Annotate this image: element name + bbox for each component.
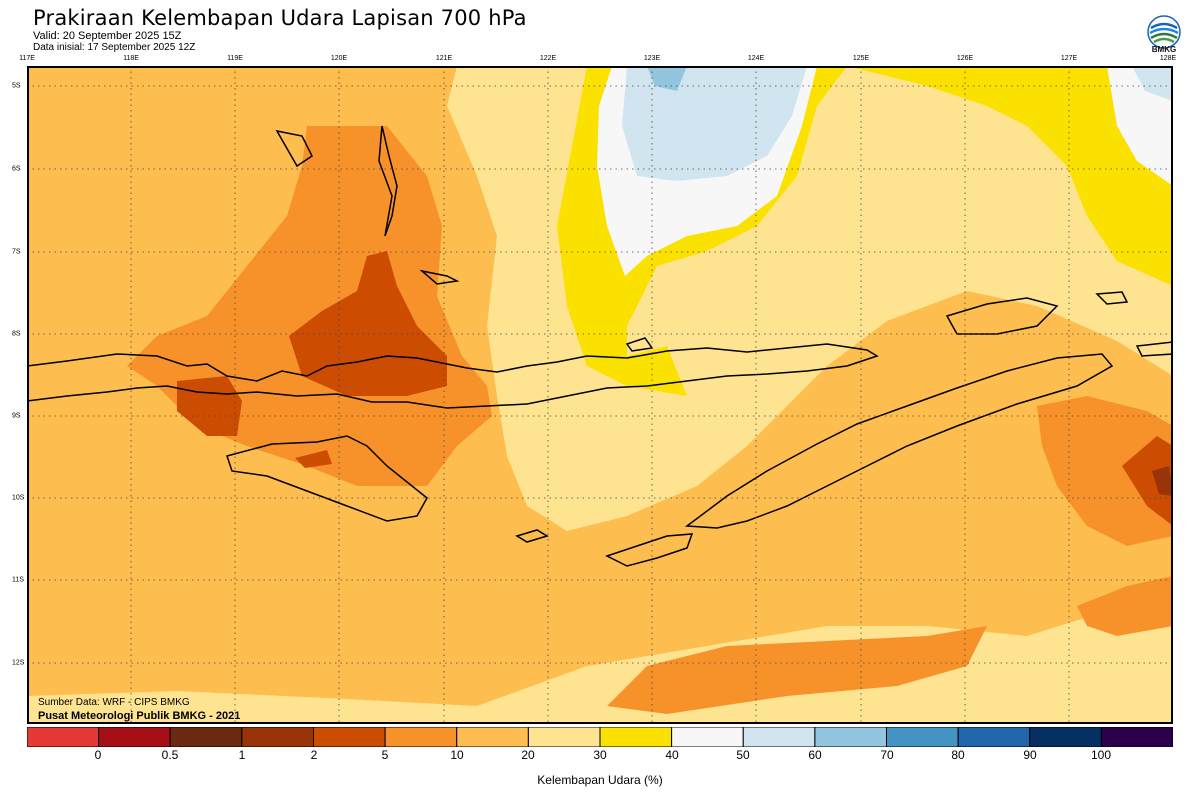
lon-label: 118E — [123, 55, 139, 62]
legend-tick: 70 — [880, 748, 894, 762]
legend-swatch — [313, 727, 386, 747]
organization-credit: Pusat Meteorologi Publik BMKG - 2021 — [38, 710, 241, 722]
humidity-band-2-5 — [289, 251, 447, 396]
lon-label: 120E — [330, 55, 348, 62]
lat-label: 5S — [12, 82, 21, 90]
humidity-band-50-60 — [1132, 66, 1173, 101]
legend-tick: 80 — [951, 748, 965, 762]
legend-tick: 100 — [1090, 748, 1112, 762]
lat-label: 12S — [12, 659, 25, 667]
lat-label: 6S — [12, 165, 21, 173]
humidity-band-20-30 — [27, 601, 1173, 724]
graticule — [27, 66, 1173, 724]
lat-label: 9S — [12, 412, 21, 420]
legend-tick: 0.5 — [161, 748, 179, 762]
legend-swatch — [527, 727, 601, 747]
humidity-band-5-10 — [607, 626, 987, 714]
legend-swatch — [1029, 727, 1102, 747]
color-legend — [27, 727, 1173, 747]
data-source: Sumber Data: WRF - CIPS BMKG — [38, 697, 190, 708]
legend-tick: 20 — [521, 748, 535, 762]
map-frame — [27, 66, 1173, 724]
legend-tick: 5 — [381, 748, 389, 762]
legend-tick: 10 — [450, 748, 464, 762]
bmkg-logo-icon — [1147, 15, 1181, 49]
coastlines — [27, 125, 1173, 567]
lon-label: 123E — [643, 55, 661, 62]
legend-tick: 1 — [238, 748, 246, 762]
lon-label: 125E — [852, 55, 870, 62]
map-title: Prakiraan Kelembapan Udara Lapisan 700 h… — [33, 6, 527, 30]
legend-swatch — [599, 727, 673, 747]
legend-swatch — [886, 727, 959, 747]
legend-swatch — [814, 727, 888, 747]
legend-swatch — [241, 727, 315, 747]
legend-swatch — [742, 727, 816, 747]
lon-label: 126E — [956, 55, 974, 62]
lon-label: 127E — [1060, 55, 1078, 62]
logo-text: BMKG — [1151, 45, 1177, 54]
humidity-band-1-2 — [1152, 466, 1173, 496]
legend-swatch — [384, 727, 458, 747]
legend-swatch — [1100, 727, 1173, 747]
lon-label: 121E — [435, 55, 453, 62]
legend-tick: 30 — [593, 748, 607, 762]
humidity-band-2-5 — [1122, 436, 1173, 526]
humidity-band-2-5 — [295, 450, 332, 468]
legend-swatch — [957, 727, 1031, 747]
lon-label: 119E — [227, 55, 243, 62]
legend-tick: 0 — [94, 748, 102, 762]
legend-tick: 60 — [808, 748, 822, 762]
lat-label: 8S — [12, 330, 21, 338]
legend-tick: 2 — [310, 748, 318, 762]
legend-tick: 40 — [665, 748, 679, 762]
legend-tick: 90 — [1023, 748, 1037, 762]
legend-swatch — [456, 727, 529, 747]
lon-label: 122E — [539, 55, 557, 62]
humidity-band-5-10 — [1037, 396, 1173, 546]
humidity-band-50-60 — [622, 66, 807, 181]
humidity-band-60-70 — [647, 66, 687, 91]
legend-swatch — [98, 727, 171, 747]
humidity-band-40-50 — [1107, 66, 1173, 186]
legend-swatch — [671, 727, 744, 747]
lat-label: 7S — [12, 248, 21, 256]
valid-time: Valid: 20 September 2025 15Z — [33, 30, 182, 42]
lat-label: 10S — [12, 494, 25, 502]
legend-swatch — [27, 727, 100, 747]
lon-label: 124E — [747, 55, 765, 62]
legend-swatch — [169, 727, 243, 747]
legend-caption: Kelembapan Udara (%) — [537, 773, 663, 787]
initial-time: Data inisial: 17 September 2025 12Z — [33, 42, 196, 53]
humidity-map — [27, 66, 1173, 724]
legend-tick: 50 — [736, 748, 750, 762]
lon-label: 128E — [1159, 55, 1177, 62]
lon-label: 117E — [19, 55, 35, 62]
lat-label: 11S — [12, 576, 24, 584]
humidity-band-5-10 — [1077, 576, 1173, 636]
